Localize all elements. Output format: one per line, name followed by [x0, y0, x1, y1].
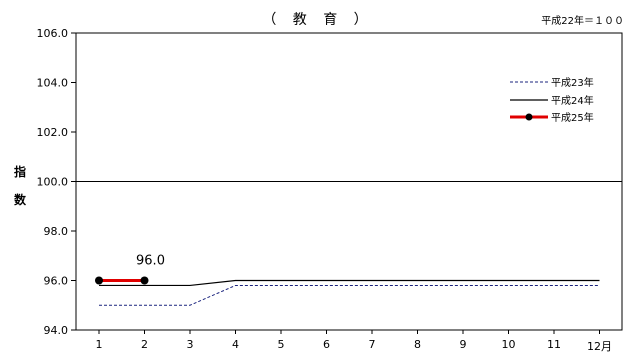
y-axis-label-char: 指 [14, 164, 26, 179]
y-tick-label: 100.0 [37, 176, 69, 189]
x-tick-label: 2 [141, 338, 148, 351]
x-tick-label: 7 [369, 338, 376, 351]
chart-title: （ 教 育 ） [262, 12, 373, 28]
series-line-2 [99, 279, 600, 287]
legend-marker-3 [525, 113, 533, 121]
y-tick-label: 96.0 [44, 275, 69, 288]
x-tick-label: 3 [187, 338, 194, 351]
series-line-1 [99, 284, 600, 306]
series-point [140, 276, 149, 285]
legend: 平成23年 平成24年 平成25年 [510, 76, 594, 124]
y-axis-label-char: 数 [14, 192, 27, 207]
legend-label-2: 平成24年 [551, 94, 594, 107]
x-tick-label: 11 [547, 338, 561, 351]
x-axis: 1 2 3 4 5 6 7 8 9 10 11 12月 [96, 330, 612, 353]
x-tick-label: 12月 [587, 340, 612, 353]
y-tick-label: 104.0 [37, 77, 69, 90]
series-group [95, 276, 600, 306]
x-tick-label: 4 [232, 338, 239, 351]
y-axis: 94.0 96.0 98.0 100.0 102.0 104.0 106.0 [37, 27, 76, 337]
x-tick-label: 8 [414, 338, 421, 351]
y-axis-label: 指数 [14, 164, 27, 207]
data-label: 96.0 [136, 254, 165, 269]
y-tick-label: 102.0 [37, 126, 69, 139]
legend-label-3: 平成25年 [551, 111, 594, 124]
x-tick-label: 5 [278, 338, 285, 351]
y-tick-label: 98.0 [44, 225, 69, 238]
y-tick-label: 94.0 [44, 324, 69, 337]
series-point [95, 276, 103, 285]
annotations: 96.0 [136, 254, 165, 269]
base-note: 平成22年＝１００ [541, 14, 624, 27]
x-tick-label: 10 [502, 338, 516, 351]
x-tick-label: 1 [96, 338, 103, 351]
x-tick-label: 6 [323, 338, 330, 351]
y-tick-label: 106.0 [37, 27, 69, 40]
x-tick-label: 9 [460, 338, 467, 351]
legend-label-1: 平成23年 [551, 76, 594, 89]
